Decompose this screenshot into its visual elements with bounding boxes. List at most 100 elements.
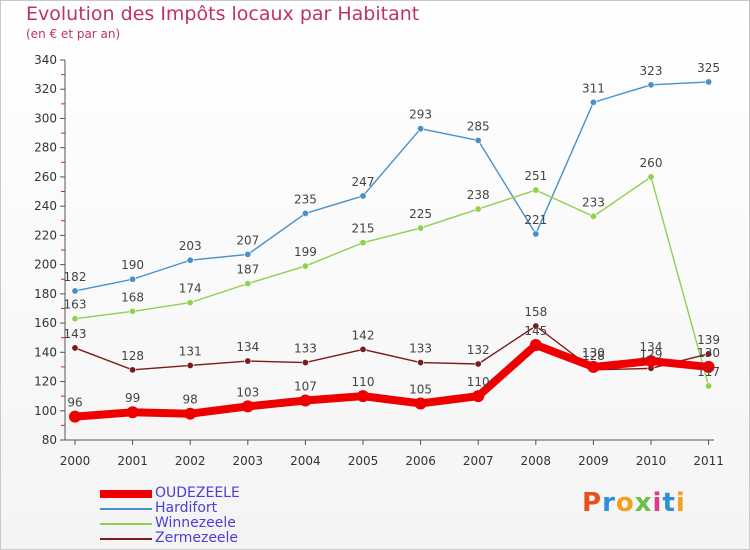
legend-label: Hardifort xyxy=(155,500,218,516)
data-label-oudezeele: 99 xyxy=(125,391,140,405)
data-point-oudezeele xyxy=(69,410,81,423)
data-point-winnezeele xyxy=(129,307,137,315)
data-point-zermezeele xyxy=(186,361,194,369)
y-tick-label: 160 xyxy=(34,316,57,330)
y-tick-label: 240 xyxy=(34,199,57,213)
data-point-zermezeele xyxy=(417,359,425,367)
data-point-hardifort xyxy=(589,98,597,106)
y-tick-label: 300 xyxy=(34,111,57,125)
data-label-oudezeele: 134 xyxy=(640,340,663,354)
series-line-hardifort xyxy=(74,81,710,292)
data-label-zermezeele: 128 xyxy=(121,349,144,363)
data-point-oudezeele xyxy=(126,406,139,419)
y-tick-label: 180 xyxy=(34,287,57,301)
data-point-winnezeele xyxy=(71,315,79,323)
x-tick-label: 2002 xyxy=(175,454,206,468)
data-label-oudezeele: 107 xyxy=(294,380,317,394)
logo-letter: i xyxy=(652,488,663,518)
data-label-winnezeele: 251 xyxy=(524,169,547,183)
data-labels: 96 99 98 103 107 110 105 110 145 130 134 130 182 190 2… xyxy=(64,61,721,410)
data-label-winnezeele: 215 xyxy=(352,222,375,236)
data-label-oudezeele: 130 xyxy=(582,346,605,360)
data-point-zermezeele xyxy=(71,344,79,352)
line-chart: 80 100 120 140 160 180 200 220 240 260 280 300 320 34… xyxy=(34,53,724,468)
data-label-zermezeele: 133 xyxy=(409,342,432,356)
data-label-winnezeele: 187 xyxy=(236,263,259,277)
data-point-zermezeele xyxy=(129,366,137,374)
data-label-zermezeele: 142 xyxy=(352,328,375,342)
data-point-hardifort xyxy=(71,287,79,295)
data-label-winnezeele: 117 xyxy=(697,365,720,379)
data-point-winnezeele xyxy=(186,299,194,307)
data-point-hardifort xyxy=(359,192,367,200)
data-point-zermezeele xyxy=(301,359,309,367)
data-label-hardifort: 182 xyxy=(64,270,87,284)
data-point-winnezeele xyxy=(474,205,482,213)
legend-label: Winnezeele xyxy=(155,515,236,531)
legend-swatch xyxy=(100,523,152,525)
data-point-oudezeele xyxy=(472,390,485,403)
data-point-oudezeele xyxy=(299,394,312,407)
data-label-zermezeele: 158 xyxy=(524,305,547,319)
data-label-zermezeele: 143 xyxy=(64,327,87,341)
data-label-zermezeele: 132 xyxy=(467,343,490,357)
data-label-hardifort: 323 xyxy=(640,64,663,78)
data-label-winnezeele: 233 xyxy=(582,195,605,209)
data-point-winnezeele xyxy=(647,173,655,181)
y-tick-label: 200 xyxy=(34,258,57,272)
data-point-zermezeele xyxy=(244,357,252,365)
data-label-winnezeele: 199 xyxy=(294,245,317,259)
data-point-zermezeele xyxy=(532,322,540,330)
data-point-oudezeele xyxy=(702,360,715,373)
series-layer xyxy=(69,78,715,423)
data-point-hardifort xyxy=(532,230,540,238)
data-label-hardifort: 190 xyxy=(121,258,144,272)
data-point-winnezeele xyxy=(417,224,425,232)
data-label-oudezeele: 98 xyxy=(183,393,198,407)
data-label-hardifort: 247 xyxy=(352,175,375,189)
y-tick-label: 220 xyxy=(34,228,57,242)
x-tick-label: 2011 xyxy=(693,454,724,468)
logo-letter: o xyxy=(615,488,635,518)
data-label-zermezeele: 134 xyxy=(236,340,259,354)
legend-label: Zermezeele xyxy=(155,530,239,546)
data-label-hardifort: 207 xyxy=(236,233,259,247)
chart-subtitle: (en € et par an) xyxy=(26,27,121,41)
y-tick-label: 80 xyxy=(42,433,57,447)
x-tick-label: 2004 xyxy=(290,454,321,468)
logo-letter: r xyxy=(602,488,616,518)
data-label-oudezeele: 110 xyxy=(352,375,375,389)
logo-letter: t xyxy=(662,488,676,518)
series-line-oudezeele xyxy=(71,341,713,421)
data-point-zermezeele xyxy=(359,345,367,353)
chart-title: Evolution des Impôts locaux par Habitant xyxy=(26,3,420,25)
data-label-winnezeele: 163 xyxy=(64,298,87,312)
data-label-zermezeele: 129 xyxy=(640,347,663,361)
x-tick-label: 2005 xyxy=(348,454,379,468)
x-tick-label: 2001 xyxy=(117,454,148,468)
y-tick-label: 340 xyxy=(34,53,57,67)
data-point-oudezeele xyxy=(529,339,542,351)
data-label-zermezeele: 139 xyxy=(697,333,720,347)
data-point-oudezeele xyxy=(184,407,197,420)
data-point-hardifort xyxy=(129,275,137,283)
data-label-oudezeele: 103 xyxy=(236,385,259,399)
y-tick-label: 140 xyxy=(34,345,57,359)
proxiti-logo: Proxiti xyxy=(582,488,686,518)
y-tick-label: 260 xyxy=(34,170,57,184)
logo-letter: P xyxy=(582,488,603,518)
y-tick-label: 100 xyxy=(34,404,57,418)
data-point-winnezeele xyxy=(589,212,597,220)
data-label-hardifort: 235 xyxy=(294,192,317,206)
logo-letter: x xyxy=(634,488,653,518)
data-label-hardifort: 293 xyxy=(409,108,432,122)
data-label-winnezeele: 225 xyxy=(409,207,432,221)
data-label-oudezeele: 105 xyxy=(409,382,432,396)
data-point-hardifort xyxy=(647,81,655,89)
data-label-hardifort: 285 xyxy=(467,119,490,133)
data-point-winnezeele xyxy=(532,186,540,194)
data-label-winnezeele: 260 xyxy=(640,156,663,170)
data-point-hardifort xyxy=(301,209,309,217)
data-label-zermezeele: 131 xyxy=(179,344,202,358)
